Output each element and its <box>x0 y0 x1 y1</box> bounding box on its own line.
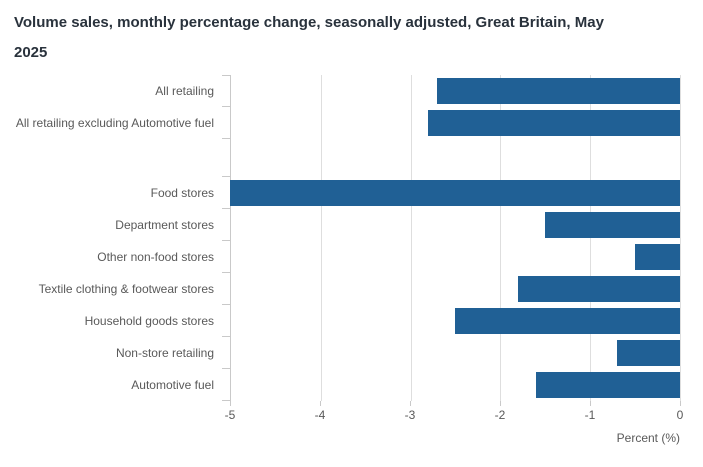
category-axis-tick <box>222 177 230 209</box>
bar <box>428 110 680 136</box>
x-axis-tick-label: 0 <box>676 408 684 422</box>
x-axis-label: Percent (%) <box>616 431 680 445</box>
x-axis-tick <box>410 401 411 406</box>
gridline <box>590 75 592 401</box>
category-label: Automotive fuel <box>131 378 214 392</box>
chart-row: Textile clothing & footwear stores <box>12 273 680 305</box>
x-axis-tick-label: -1 <box>584 408 596 422</box>
bar <box>518 276 680 302</box>
chart-row: All retailing <box>12 75 680 107</box>
chart-row: Automotive fuel <box>12 369 680 401</box>
x-axis-tick-labels: -5 -4 -3 -2 -1 0 <box>225 408 684 424</box>
bar <box>545 212 680 238</box>
chart-row: Household goods stores <box>12 305 680 337</box>
category-axis-tick <box>222 369 230 401</box>
plot-grid <box>230 75 681 401</box>
chart-rows: All retailing All retailing excluding Aut… <box>12 75 681 401</box>
gridline <box>680 75 681 401</box>
x-axis-ticks <box>230 401 681 406</box>
x-axis-tick-label: -3 <box>404 408 416 422</box>
bar-track <box>230 107 680 139</box>
bar-chart: All retailing All retailing excluding Aut… <box>12 75 684 445</box>
bar-track <box>230 209 680 241</box>
bar-track <box>230 337 680 369</box>
chart-row: All retailing excluding Automotive fuel <box>12 107 680 139</box>
x-axis-tick <box>320 401 321 406</box>
category-label: Department stores <box>115 218 214 232</box>
category-label: Textile clothing & footwear stores <box>38 282 214 296</box>
group-spacer <box>12 139 680 177</box>
chart-row: Other non-food stores <box>12 241 680 273</box>
bar <box>617 340 680 366</box>
bar-track <box>230 273 680 305</box>
x-axis-tick <box>680 401 681 406</box>
category-label: Other non-food stores <box>97 250 214 264</box>
category-axis-tick <box>222 139 230 177</box>
bar <box>230 180 680 206</box>
x-axis-tick-label: -4 <box>314 408 326 422</box>
x-axis-tick-label: -2 <box>494 408 506 422</box>
gridline <box>500 75 502 401</box>
category-label: Household goods stores <box>84 314 214 328</box>
chart-row: Food stores <box>12 177 680 209</box>
bar <box>437 78 680 104</box>
category-label: Non-store retailing <box>115 346 214 360</box>
category-label: Food stores <box>150 186 214 200</box>
bar-track <box>230 139 680 177</box>
chart-row: Department stores <box>12 209 680 241</box>
x-axis-tick <box>590 401 591 406</box>
category-axis-tick <box>222 273 230 305</box>
bar-track <box>230 75 680 107</box>
category-axis-tick <box>222 337 230 369</box>
x-axis-tick-label: -5 <box>224 408 236 422</box>
chart-title: Volume sales, monthly percentage change,… <box>14 14 604 61</box>
x-axis-tick <box>500 401 501 406</box>
category-axis-tick <box>222 241 230 273</box>
bar <box>635 244 680 270</box>
x-axis-tick <box>230 401 231 406</box>
category-label: All retailing <box>155 84 214 98</box>
bar <box>455 308 680 334</box>
chart-page: Volume sales, monthly percentage change,… <box>0 8 703 467</box>
gridline <box>320 75 322 401</box>
chart-row: Non-store retailing <box>12 337 680 369</box>
category-axis-tick <box>222 107 230 139</box>
gridline <box>410 75 412 401</box>
bar-track <box>230 369 680 401</box>
category-axis-tick <box>222 75 230 107</box>
bar-track <box>230 305 680 337</box>
bar-track <box>230 177 680 209</box>
bar <box>536 372 680 398</box>
category-axis-tick <box>222 209 230 241</box>
bar-track <box>230 241 680 273</box>
category-label: All retailing excluding Automotive fuel <box>15 116 214 130</box>
category-axis-tick <box>222 305 230 337</box>
